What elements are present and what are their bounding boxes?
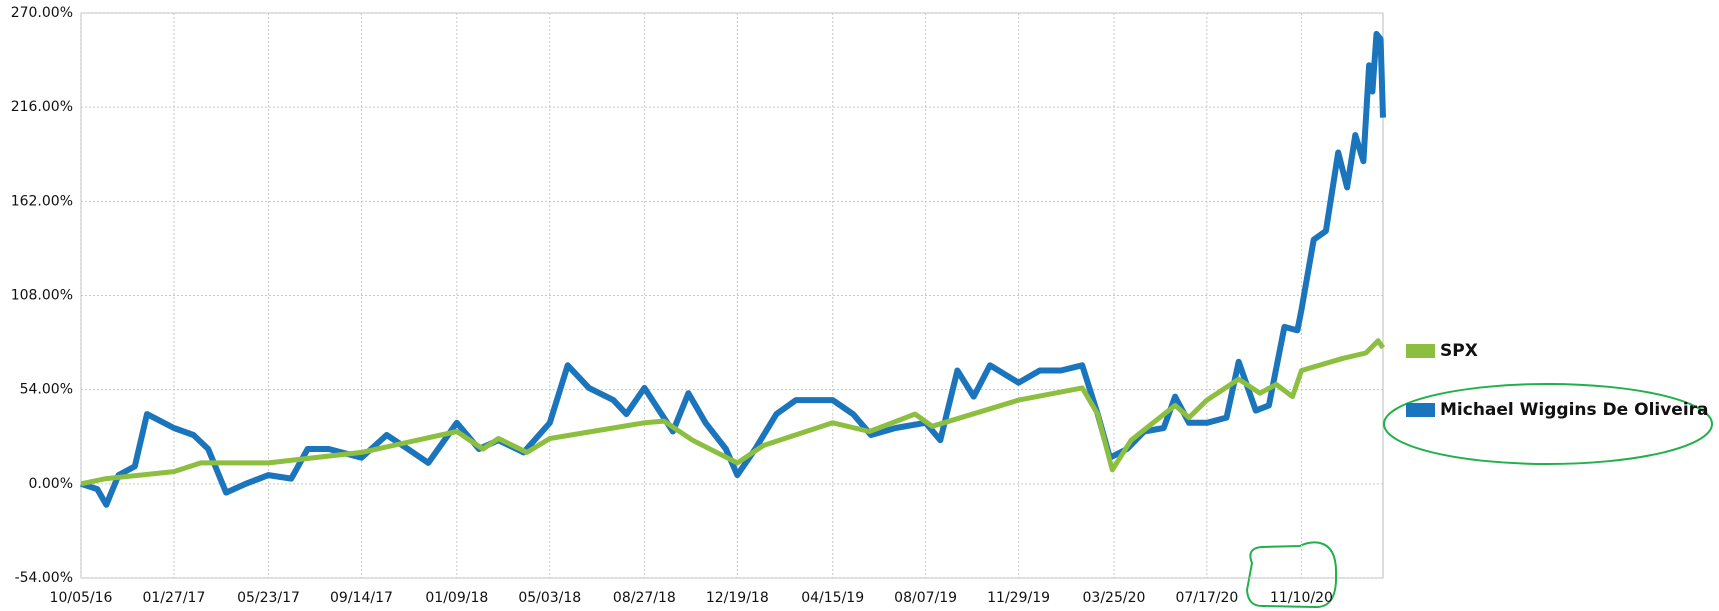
x-tick-label: 01/09/18 <box>425 590 488 606</box>
plot-frame <box>80 12 1384 579</box>
annotation-box <box>1245 541 1338 609</box>
x-tick-label: 04/15/19 <box>801 590 864 606</box>
y-tick-label: 54.00% <box>20 382 73 398</box>
legend-swatch <box>1406 403 1435 417</box>
x-tick-label: 03/25/20 <box>1083 590 1146 606</box>
x-tick-label: 05/03/18 <box>518 590 581 606</box>
y-tick-label: 270.00% <box>11 5 73 21</box>
series-line <box>80 30 1386 508</box>
x-tick-label: 08/07/19 <box>894 590 957 606</box>
x-tick-label: 11/10/20 <box>1270 590 1333 606</box>
x-tick-label: 10/05/16 <box>50 590 113 606</box>
legend-label: Michael Wiggins De Oliveira <box>1440 400 1709 420</box>
x-tick-label: 08/27/18 <box>613 590 676 606</box>
x-tick-label: 07/17/20 <box>1175 590 1238 606</box>
y-tick-label: 162.00% <box>11 193 73 209</box>
x-tick-label: 12/19/18 <box>706 590 769 606</box>
legend-swatch <box>1406 344 1435 358</box>
annotation-circle <box>1383 383 1713 465</box>
x-tick-label: 11/29/19 <box>987 590 1050 606</box>
y-tick-label: -54.00% <box>15 570 73 586</box>
y-tick-label: 216.00% <box>11 99 73 115</box>
y-tick-label: 108.00% <box>11 288 73 304</box>
series-line <box>80 338 1386 487</box>
y-tick-label: 0.00% <box>29 476 73 492</box>
x-tick-label: 05/23/17 <box>237 590 300 606</box>
x-tick-label: 01/27/17 <box>142 590 205 606</box>
legend-label: SPX <box>1440 341 1478 361</box>
x-tick-label: 09/14/17 <box>330 590 393 606</box>
